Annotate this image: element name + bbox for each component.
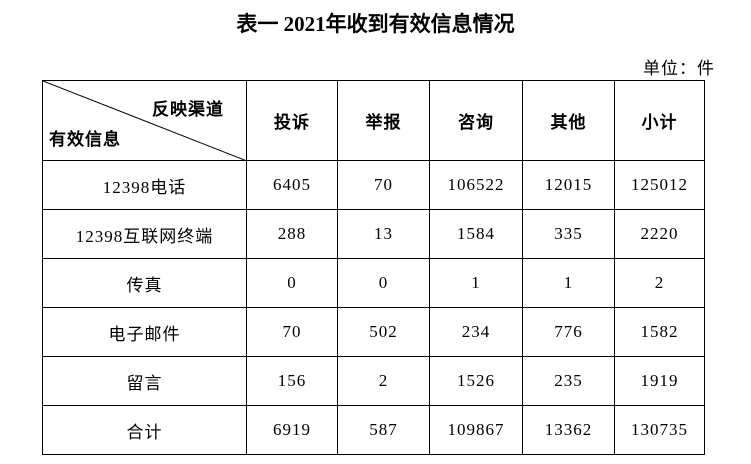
cell: 1 bbox=[522, 258, 615, 308]
column-header: 投诉 bbox=[246, 80, 338, 161]
row: 合计 6919 587 109867 13362 130735 bbox=[42, 405, 705, 455]
row-label: 电子邮件 bbox=[42, 307, 247, 357]
cell: 0 bbox=[337, 258, 430, 308]
cell: 335 bbox=[522, 209, 615, 259]
cell: 1584 bbox=[429, 209, 523, 259]
cell: 502 bbox=[337, 307, 430, 357]
cell: 12015 bbox=[522, 160, 615, 210]
cell: 70 bbox=[246, 307, 338, 357]
row-label: 留言 bbox=[42, 356, 247, 406]
unit: 单位：件 bbox=[643, 59, 715, 78]
cell: 1526 bbox=[429, 356, 523, 406]
cell: 288 bbox=[246, 209, 338, 259]
row: 留言 156 2 1526 235 1919 bbox=[42, 356, 705, 406]
cell: 109867 bbox=[429, 405, 523, 455]
row-label: 传真 bbox=[42, 258, 247, 308]
column-header: 小计 bbox=[614, 80, 705, 161]
column-header: 举报 bbox=[337, 80, 430, 161]
corner-cell: 反映渠道 有效信息 bbox=[42, 80, 247, 161]
cell: 587 bbox=[337, 405, 430, 455]
row: 12398电话 6405 70 106522 12015 125012 bbox=[42, 160, 705, 210]
cell: 156 bbox=[246, 356, 338, 406]
cell: 0 bbox=[246, 258, 338, 308]
cell: 6405 bbox=[246, 160, 338, 210]
header-row: 反映渠道 有效信息 投诉 举报 咨询 其他 小计 bbox=[42, 80, 705, 161]
row: 12398互联网终端 288 13 1584 335 2220 bbox=[42, 209, 705, 259]
table-body: 反映渠道 有效信息 投诉 举报 咨询 其他 小计 12398电话 6405 70 106522… bbox=[42, 80, 705, 455]
row-label: 12398电话 bbox=[42, 160, 247, 210]
row-label: 12398互联网终端 bbox=[42, 209, 247, 259]
cell: 13362 bbox=[522, 405, 615, 455]
row: 传真 0 0 1 1 2 bbox=[42, 258, 705, 308]
corner-top: 反映渠道 bbox=[152, 100, 224, 119]
cell: 6919 bbox=[246, 405, 338, 455]
cell: 234 bbox=[429, 307, 523, 357]
row: 电子邮件 70 502 234 776 1582 bbox=[42, 307, 705, 357]
column-header: 其他 bbox=[522, 80, 615, 161]
cell: 2220 bbox=[614, 209, 705, 259]
cell: 2 bbox=[337, 356, 430, 406]
cell: 70 bbox=[337, 160, 430, 210]
diagonal bbox=[43, 81, 247, 161]
cell: 1919 bbox=[614, 356, 705, 406]
cell: 2 bbox=[614, 258, 705, 308]
title: 表一 2021年收到有效信息情况 bbox=[236, 12, 515, 36]
cell: 235 bbox=[522, 356, 615, 406]
cell: 106522 bbox=[429, 160, 523, 210]
cell: 1582 bbox=[614, 307, 705, 357]
cell: 130735 bbox=[614, 405, 705, 455]
cell: 1 bbox=[429, 258, 523, 308]
cell: 125012 bbox=[614, 160, 705, 210]
cell: 776 bbox=[522, 307, 615, 357]
table: 反映渠道 有效信息 投诉 举报 咨询 其他 小计 12398电话 6405 70 106522… bbox=[42, 80, 705, 455]
row-label: 合计 bbox=[42, 405, 247, 455]
cell: 13 bbox=[337, 209, 430, 259]
corner-bottom: 有效信息 bbox=[49, 130, 121, 149]
column-header: 咨询 bbox=[429, 80, 523, 161]
